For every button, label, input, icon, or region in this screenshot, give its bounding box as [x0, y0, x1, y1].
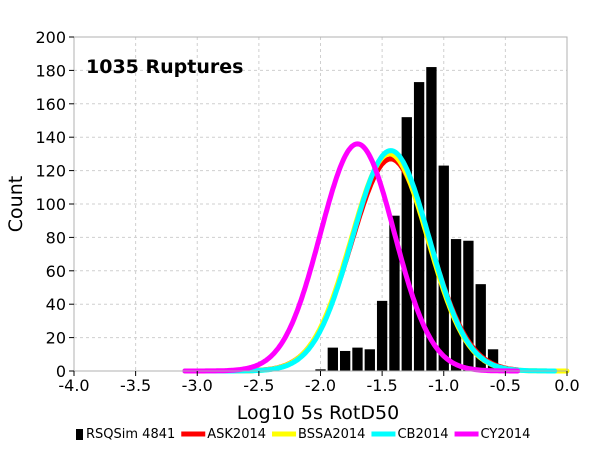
x-axis-title: Log10 5s RotD50	[237, 402, 399, 424]
y-tick-label: 180	[35, 61, 66, 80]
legend-label: CB2014	[397, 427, 448, 442]
y-tick-label: 200	[35, 28, 66, 47]
curve-bssa2014	[182, 151, 570, 374]
y-tick-label: 120	[35, 162, 66, 181]
legend-item: CB2014	[371, 427, 449, 442]
histogram-bar	[463, 240, 474, 371]
y-tick-label: 20	[46, 329, 66, 348]
legend: RSQSim 4841 ASK2014 BSSA2014 CB2014 CY2014	[76, 427, 530, 442]
histogram-bar	[376, 300, 388, 371]
y-tick-label: 40	[46, 295, 66, 314]
y-tick-label: 80	[46, 228, 66, 247]
histogram-bar	[475, 284, 486, 371]
y-tick-label: 60	[46, 262, 66, 281]
x-axis-ticks: -4.0 -3.5 -3.0 -2.5 -2.0 -1.5 -1.0 -0.5 0.0	[58, 371, 580, 395]
y-tick-label: 0	[56, 362, 66, 381]
histogram-bar	[315, 369, 326, 371]
x-tick-label: -3.0	[182, 376, 213, 395]
y-tick-label: 100	[35, 195, 66, 214]
histogram-bar	[339, 350, 351, 371]
legend-label: ASK2014	[207, 427, 266, 442]
legend-label: CY2014	[481, 427, 531, 442]
grid	[73, 36, 568, 372]
y-axis-title: Count	[5, 176, 27, 232]
histogram-bar	[327, 347, 338, 371]
x-tick-label: -2.5	[243, 376, 274, 395]
histogram-bar	[487, 349, 499, 371]
x-tick-label: -4.0	[58, 376, 89, 395]
x-tick-label: 0.0	[554, 376, 579, 395]
histogram-bar	[352, 347, 363, 371]
legend-label: RSQSim 4841	[86, 427, 175, 442]
legend-item: BSSA2014	[272, 427, 365, 442]
histogram-bar	[450, 239, 462, 371]
legend-item: RSQSim 4841	[76, 427, 175, 442]
legend-item: CY2014	[454, 427, 531, 442]
chart-title: 1035 Ruptures	[86, 56, 243, 78]
legend-label: BSSA2014	[298, 427, 365, 442]
legend-swatch	[76, 429, 83, 440]
x-tick-label: -1.0	[428, 376, 459, 395]
histogram-bar	[413, 82, 425, 371]
y-axis-ticks: 0 20 40 60 80 100 120 140 160 180 200	[35, 28, 74, 381]
x-tick-label: -2.0	[305, 376, 336, 395]
histogram-bar	[438, 165, 449, 371]
histogram-bars	[315, 67, 511, 371]
histogram-bar	[401, 117, 412, 371]
histogram-bar	[389, 215, 400, 371]
legend-item: ASK2014	[181, 427, 266, 442]
distribution-curves	[182, 141, 570, 374]
x-tick-label: -3.5	[120, 376, 151, 395]
y-tick-label: 160	[35, 95, 66, 114]
histogram-bar	[426, 67, 437, 371]
x-tick-label: -1.5	[367, 376, 398, 395]
histogram-bar	[364, 349, 375, 371]
y-tick-label: 140	[35, 128, 66, 147]
x-tick-label: -0.5	[490, 376, 521, 395]
curve-cy2014	[182, 141, 521, 374]
